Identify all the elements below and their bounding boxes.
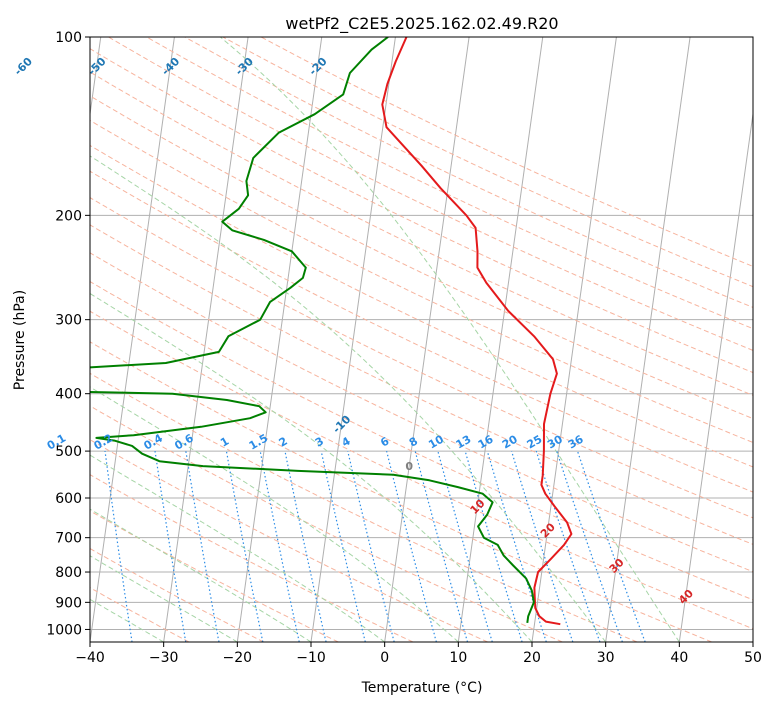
y-axis-label: Pressure (hPa) [12,290,28,390]
x-tick-label: 10 [449,650,467,666]
y-tick-label: 300 [55,313,82,329]
chart-title: wetPf2_C2E5.2025.162.02.49.R20 [285,14,558,34]
x-axis-label: Temperature (°C) [361,680,483,696]
x-tick-label: −10 [296,650,326,666]
x-tick-label: −20 [223,650,253,666]
y-tick-label: 900 [55,595,82,611]
x-tick-label: 0 [380,650,389,666]
x-tick-label: 40 [670,650,688,666]
y-tick-label: 600 [55,491,82,507]
y-tick-label: 800 [55,565,82,581]
ice-line-label: 0 [405,460,413,473]
y-tick-label: 700 [55,531,82,547]
y-tick-label: 500 [55,444,82,460]
x-tick-label: 30 [597,650,615,666]
x-tick-label: −40 [75,650,105,666]
x-tick-label: 20 [523,650,541,666]
y-tick-label: 200 [55,208,82,224]
y-tick-label: 100 [55,30,82,46]
x-tick-label: 50 [744,650,762,666]
y-tick-label: 1000 [46,622,82,638]
y-tick-label: 400 [55,387,82,403]
x-tick-label: −30 [149,650,179,666]
